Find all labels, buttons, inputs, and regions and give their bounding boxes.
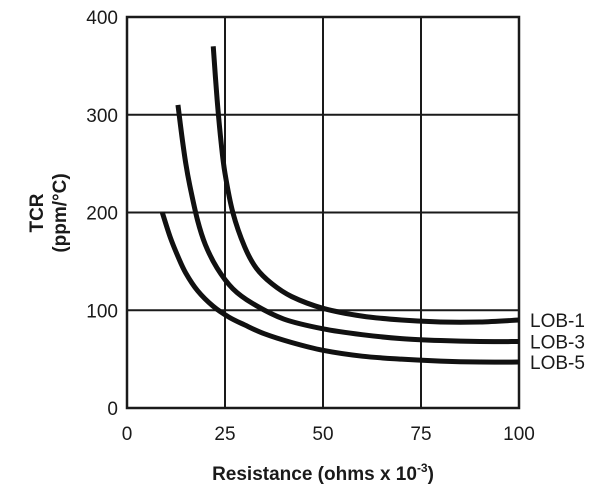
y-axis-title: TCR (ppm/°C) (27, 173, 71, 252)
y-tick-label: 0 (107, 399, 118, 420)
x-axis-title: Resistance (ohms x 10-3) (212, 461, 434, 485)
y-tick-label: 100 (86, 301, 118, 322)
x-tick-label: 100 (503, 424, 535, 445)
y-tick-labels: 0 100 200 300 400 (86, 8, 118, 420)
y-tick-label: 200 (86, 204, 118, 225)
series-line-lob-5 (159, 211, 520, 365)
x-tick-label: 50 (312, 424, 333, 445)
series-curves (159, 46, 520, 365)
series-line-lob-3 (175, 104, 520, 345)
x-tick-label: 0 (122, 424, 133, 445)
y-tick-label: 300 (86, 106, 118, 127)
series-line-lob-1 (210, 46, 520, 325)
series-label-lob-3: LOB-3 (530, 333, 585, 354)
y-axis-title-line2: (ppm/°C) (50, 173, 71, 252)
x-tick-label: 75 (410, 424, 431, 445)
y-axis-title-line1: TCR (27, 193, 48, 232)
x-tick-labels: 0 25 50 75 100 (122, 424, 535, 445)
x-axis-title-superscript: -3 (417, 461, 428, 475)
y-tick-label: 400 (86, 8, 118, 29)
plot-frame (125, 15, 521, 410)
x-tick-label: 25 (214, 424, 235, 445)
series-label-lob-1: LOB-1 (530, 311, 585, 332)
series-label-lob-5: LOB-5 (530, 353, 585, 374)
